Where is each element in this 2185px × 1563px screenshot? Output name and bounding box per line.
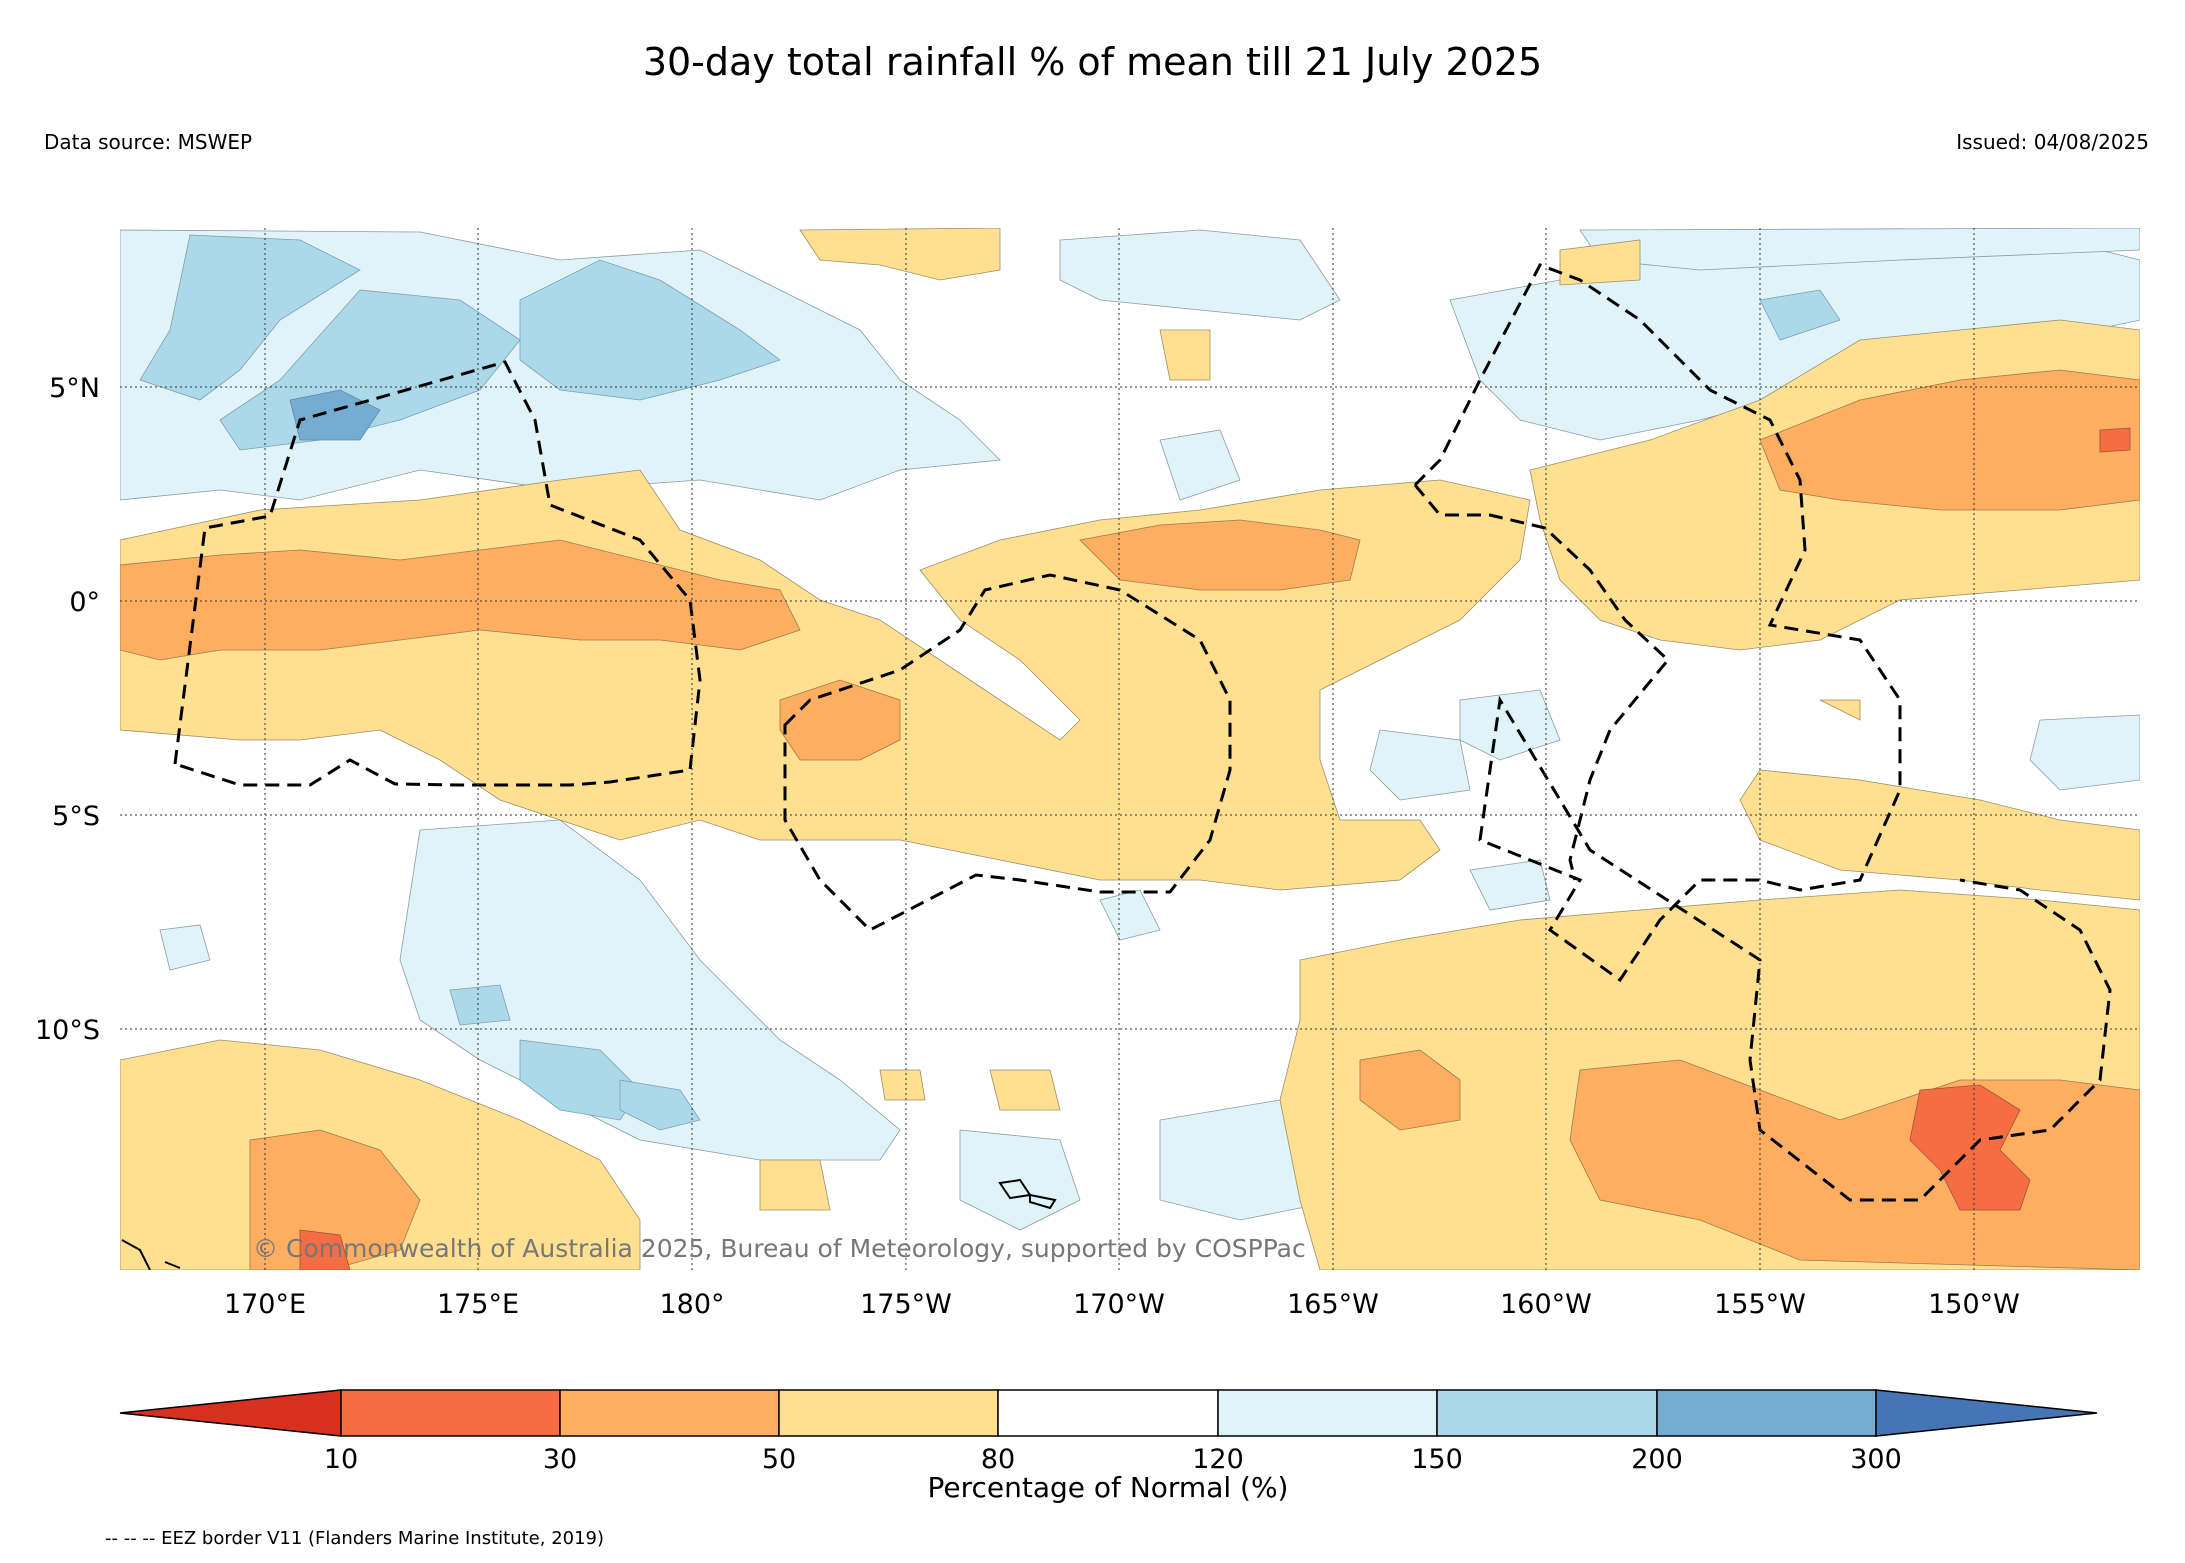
lon-label: 175°E xyxy=(437,1289,519,1320)
lat-label: 5°S xyxy=(52,801,100,832)
colorbar-segment xyxy=(1656,1389,1877,1437)
colorbar-segment xyxy=(997,1389,1219,1437)
eez-footnote: -- -- -- EEZ border V11 (Flanders Marine… xyxy=(105,1528,605,1549)
lon-label: 175°W xyxy=(860,1289,952,1320)
colorbar-tick-label: 150 xyxy=(1411,1444,1463,1475)
colorbar-segment xyxy=(340,1389,561,1437)
colorbar-label: Percentage of Normal (%) xyxy=(928,1471,1289,1504)
colorbar-low-extension xyxy=(119,1389,342,1437)
colorbar-tick-label: 120 xyxy=(1192,1444,1244,1475)
colorbar-high-extension xyxy=(1875,1389,2098,1437)
lon-label: 155°W xyxy=(1714,1289,1806,1320)
dry-10-30-areas xyxy=(299,427,2131,1270)
lat-label: 10°S xyxy=(35,1015,100,1046)
rainfall-fields xyxy=(120,228,2140,1270)
lon-label: 165°W xyxy=(1287,1289,1379,1320)
longitude-labels: 170°E 175°E 180° 175°W 170°W 165°W 160°W… xyxy=(224,1289,2020,1320)
lon-label: 180° xyxy=(659,1289,724,1320)
lat-label: 0° xyxy=(69,587,100,618)
lon-label: 170°E xyxy=(224,1289,306,1320)
colorbar-segment xyxy=(778,1389,999,1437)
colorbar-tick-label: 10 xyxy=(324,1444,358,1475)
colorbar-tick-label: 300 xyxy=(1850,1444,1902,1475)
colorbar-tick-label: 30 xyxy=(543,1444,577,1475)
colorbar xyxy=(119,1389,2098,1437)
latitude-labels: 5°N 0° 5°S 10°S xyxy=(35,373,100,1046)
colorbar-tick-label: 200 xyxy=(1631,1444,1683,1475)
issued-date-label: Issued: 04/08/2025 xyxy=(1956,130,2149,154)
colorbar-segment xyxy=(1436,1389,1658,1437)
colorbar-segment xyxy=(1217,1389,1438,1437)
eez-borders xyxy=(173,263,2112,1202)
colorbar-segment xyxy=(559,1389,780,1437)
colorbar-ticks: 10 30 50 80 120 150 200 300 xyxy=(324,1444,1902,1475)
colorbar-tick-label: 50 xyxy=(762,1444,796,1475)
lat-label: 5°N xyxy=(49,373,100,404)
graticule xyxy=(120,228,2140,1270)
lon-label: 160°W xyxy=(1500,1289,1592,1320)
lon-label: 170°W xyxy=(1073,1289,1165,1320)
copyright-notice: © Commonwealth of Australia 2025, Bureau… xyxy=(253,1234,1306,1263)
map-title: 30-day total rainfall % of mean till 21 … xyxy=(642,40,1543,84)
island-outlines xyxy=(121,1178,1057,1270)
data-source-label: Data source: MSWEP xyxy=(44,130,253,154)
colorbar-tick-label: 80 xyxy=(981,1444,1015,1475)
lon-label: 150°W xyxy=(1928,1289,2020,1320)
